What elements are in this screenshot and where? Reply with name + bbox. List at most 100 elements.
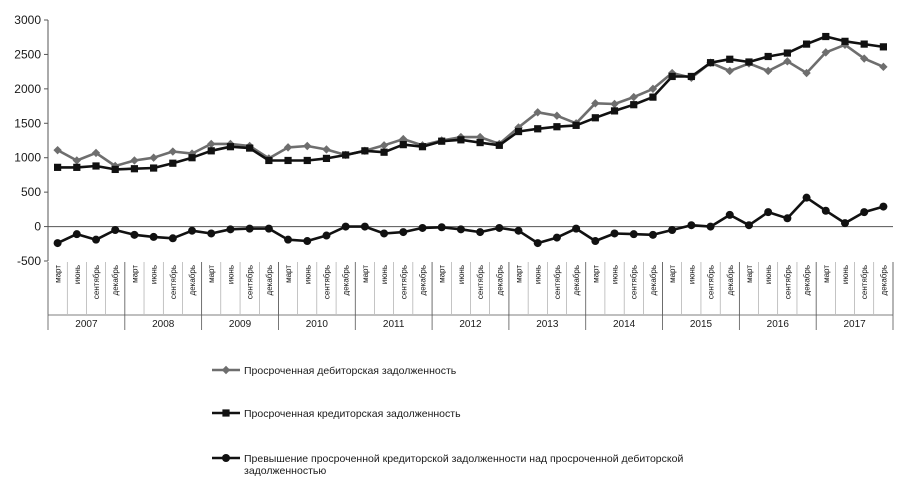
x-month-label: июнь bbox=[303, 265, 312, 284]
data-point bbox=[399, 228, 408, 237]
series-group bbox=[53, 32, 888, 248]
data-point bbox=[534, 125, 542, 133]
data-point bbox=[687, 221, 696, 230]
data-point bbox=[169, 159, 177, 167]
x-month-label: июнь bbox=[611, 265, 620, 284]
data-point bbox=[476, 138, 484, 147]
x-month-label: июнь bbox=[457, 265, 466, 284]
data-point bbox=[149, 232, 158, 241]
data-point bbox=[111, 165, 119, 174]
x-month-label: март bbox=[284, 265, 293, 283]
x-year-label: 2009 bbox=[229, 319, 252, 330]
data-point bbox=[783, 57, 792, 66]
data-point bbox=[322, 231, 331, 240]
x-month-label: март bbox=[130, 265, 139, 283]
x-month-label: июнь bbox=[150, 265, 159, 284]
x-month-label: декабрь bbox=[649, 265, 658, 295]
x-year-label: 2007 bbox=[75, 319, 98, 330]
data-point bbox=[687, 72, 695, 81]
data-point bbox=[245, 224, 254, 233]
data-point bbox=[322, 145, 331, 154]
x-month-label: сентябрь bbox=[246, 265, 255, 299]
x-month-label: сентябрь bbox=[783, 265, 792, 299]
data-point bbox=[591, 114, 599, 122]
data-point bbox=[418, 143, 427, 151]
data-point bbox=[111, 226, 120, 235]
data-point bbox=[72, 230, 81, 239]
x-month-label: сентябрь bbox=[92, 265, 101, 299]
data-point bbox=[283, 143, 293, 152]
x-month-label: сентябрь bbox=[860, 265, 869, 299]
x-month-label: март bbox=[54, 265, 63, 283]
x-month-label: сентябрь bbox=[169, 265, 178, 299]
axes: 3000 2500 2000 1500 1000 500 0 -500 март июнь сент… bbox=[14, 13, 894, 330]
data-point bbox=[380, 148, 388, 156]
data-point bbox=[168, 147, 178, 156]
data-point bbox=[668, 72, 676, 81]
data-point bbox=[495, 141, 503, 149]
x-month-label: июнь bbox=[73, 265, 82, 284]
data-point bbox=[150, 164, 158, 172]
legend-label: Просроченная кредиторская задолженность bbox=[244, 408, 461, 420]
x-month-label: декабрь bbox=[188, 265, 197, 295]
x-month-label: июнь bbox=[841, 265, 850, 284]
legend-label: Просроченная дебиторская задолженность bbox=[244, 365, 457, 377]
data-point bbox=[610, 99, 619, 109]
x-year-label: 2014 bbox=[613, 319, 636, 330]
data-point bbox=[706, 59, 715, 67]
y-tick-label: 500 bbox=[21, 185, 41, 199]
x-month-label: декабрь bbox=[418, 265, 427, 295]
y-tick-label: 3000 bbox=[14, 13, 41, 27]
data-point bbox=[745, 58, 753, 66]
data-point bbox=[648, 230, 657, 239]
x-month-label: декабрь bbox=[803, 265, 812, 295]
x-month-label: сентябрь bbox=[476, 265, 485, 299]
data-point bbox=[533, 108, 542, 117]
x-year-label: 2015 bbox=[690, 319, 713, 330]
x-year-label: 2011 bbox=[383, 319, 405, 330]
data-point bbox=[91, 148, 101, 158]
data-point bbox=[246, 144, 254, 152]
data-point bbox=[361, 147, 369, 155]
data-point bbox=[72, 156, 82, 165]
data-point bbox=[648, 84, 658, 94]
x-month-label: март bbox=[361, 265, 370, 283]
data-point bbox=[802, 193, 811, 202]
x-year-label: 2010 bbox=[306, 319, 329, 330]
data-point bbox=[284, 156, 292, 165]
data-point bbox=[226, 143, 235, 151]
data-point bbox=[879, 43, 887, 51]
y-tick-label: 2500 bbox=[14, 47, 41, 61]
data-point bbox=[476, 228, 485, 237]
x-year-label: 2012 bbox=[459, 319, 482, 330]
data-point bbox=[130, 230, 139, 239]
data-point bbox=[303, 237, 312, 246]
x-month-label: сентябрь bbox=[553, 265, 562, 299]
data-point bbox=[130, 156, 139, 165]
data-point bbox=[821, 48, 830, 57]
x-month-label: декабрь bbox=[726, 265, 735, 295]
data-point bbox=[264, 224, 273, 233]
series-1 bbox=[53, 40, 888, 171]
data-point bbox=[821, 206, 830, 215]
data-point bbox=[322, 154, 331, 163]
data-point bbox=[629, 92, 638, 102]
y-tick-label: 0 bbox=[34, 220, 41, 234]
data-point bbox=[207, 147, 215, 155]
x-month-label: сентябрь bbox=[322, 265, 331, 299]
x-month-label: декабрь bbox=[265, 265, 274, 295]
data-point bbox=[802, 68, 811, 78]
x-month-label: март bbox=[207, 265, 216, 283]
legend-item-2: Просроченная кредиторская задолженность bbox=[212, 408, 461, 420]
data-point bbox=[222, 454, 230, 462]
y-tick-label: 1000 bbox=[14, 151, 41, 165]
data-point bbox=[649, 93, 657, 101]
data-point bbox=[418, 223, 427, 232]
data-point bbox=[187, 149, 197, 158]
data-point bbox=[879, 202, 888, 211]
data-point bbox=[763, 66, 773, 76]
x-month-label: декабрь bbox=[342, 265, 351, 295]
data-point bbox=[668, 226, 677, 235]
x-month-label: март bbox=[438, 265, 447, 283]
x-month-label: март bbox=[745, 265, 754, 283]
